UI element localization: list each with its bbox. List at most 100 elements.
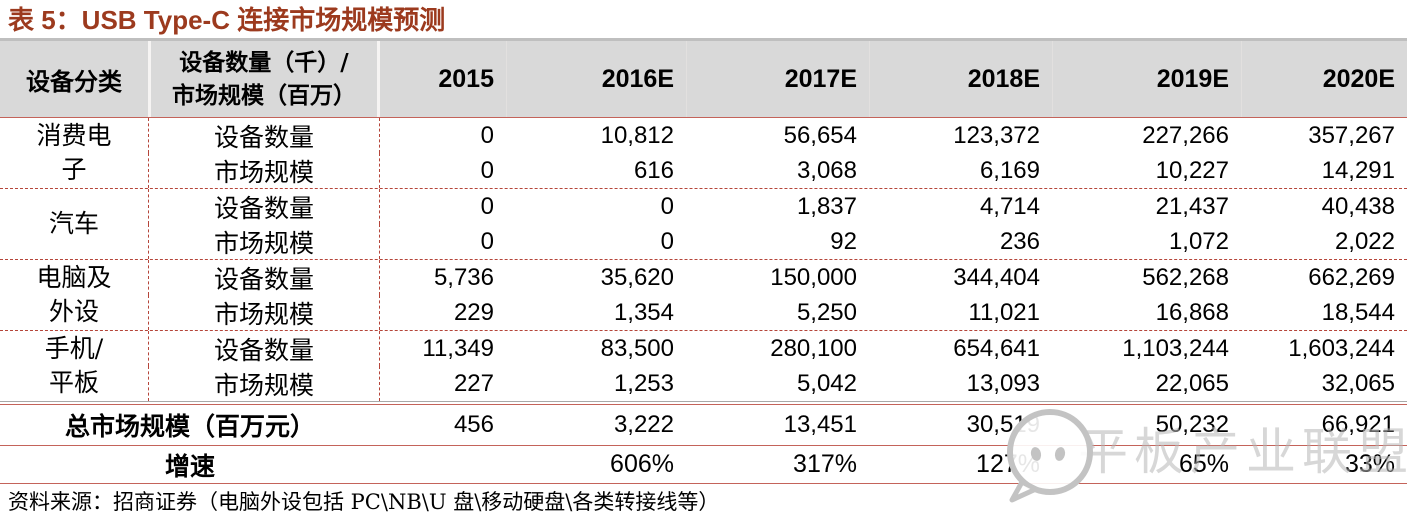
year-header-2016e: 2016E bbox=[506, 41, 686, 117]
table-bottom-rule bbox=[0, 483, 1407, 484]
metric-label: 设备数量 bbox=[148, 260, 380, 295]
group-divider bbox=[0, 259, 1407, 260]
growth-value-cell: 606% bbox=[610, 450, 674, 478]
value-cell: 344,404 bbox=[953, 264, 1040, 291]
value-cell: 0 bbox=[480, 193, 494, 220]
value-cell: 6,169 bbox=[979, 157, 1040, 184]
category-line: 手机/ bbox=[44, 334, 104, 363]
category-cell: 手机/ 平板 bbox=[0, 331, 148, 401]
total-value-cell: 30,519 bbox=[966, 411, 1040, 438]
value-cell: 227,266 bbox=[1142, 122, 1229, 149]
value-cell: 13,093 bbox=[966, 370, 1040, 397]
category-cell: 消费电 子 bbox=[0, 118, 148, 188]
value-cell: 280,100 bbox=[770, 335, 857, 362]
table-group-computers-peripherals: 电脑及 外设 设备数量 5,736 35,620 150,000 344,404… bbox=[0, 260, 1407, 330]
header-category-label: 设备分类 bbox=[26, 66, 122, 96]
metric-label: 设备数量 bbox=[148, 331, 380, 366]
total-row-label: 总市场规模（百万元） bbox=[64, 412, 315, 441]
growth-row-top-rule bbox=[0, 445, 1407, 446]
value-cell: 1,253 bbox=[613, 370, 674, 397]
header-metric-line2: 市场规模（百万） bbox=[172, 82, 356, 109]
value-cell: 662,269 bbox=[1308, 264, 1395, 291]
page-title: 表 5：USB Type-C 连接市场规模预测 bbox=[8, 5, 446, 35]
value-cell: 10,812 bbox=[600, 122, 674, 149]
growth-value-cell: 65% bbox=[1178, 450, 1229, 478]
value-cell: 1,072 bbox=[1168, 228, 1229, 255]
total-row: 总市场规模（百万元） 456 3,222 13,451 30,519 50,23… bbox=[0, 405, 1407, 445]
metric-label: 设备数量 bbox=[148, 189, 380, 224]
value-cell: 357,267 bbox=[1308, 122, 1395, 149]
growth-row: 增速 606% 317% 127% 65% 33% bbox=[0, 446, 1407, 483]
value-cell: 92 bbox=[830, 228, 857, 255]
category-line: 消费电 bbox=[36, 121, 112, 150]
metric-label: 市场规模 bbox=[148, 153, 380, 188]
year-header-2020e: 2020E bbox=[1241, 41, 1407, 117]
value-cell: 10,227 bbox=[1155, 157, 1229, 184]
total-value-cell: 456 bbox=[453, 411, 494, 438]
total-value-cell: 66,921 bbox=[1321, 411, 1395, 438]
growth-value-cell bbox=[380, 446, 506, 483]
value-cell: 16,868 bbox=[1155, 299, 1229, 326]
value-cell: 616 bbox=[633, 157, 674, 184]
total-value-cell: 3,222 bbox=[613, 411, 674, 438]
year-header-2015: 2015 bbox=[438, 65, 494, 93]
category-cell: 电脑及 外设 bbox=[0, 260, 148, 330]
year-header-2018e: 2018E bbox=[869, 41, 1052, 117]
value-cell: 5,042 bbox=[796, 370, 857, 397]
year-header-2017e: 2017E bbox=[686, 41, 869, 117]
year-header-2019e: 2019E bbox=[1052, 41, 1241, 117]
value-cell: 654,641 bbox=[953, 335, 1040, 362]
value-cell: 56,654 bbox=[783, 122, 857, 149]
value-cell: 150,000 bbox=[770, 264, 857, 291]
metric-label: 市场规模 bbox=[148, 366, 380, 401]
table-group-phones-tablets: 手机/ 平板 设备数量 11,349 83,500 280,100 654,64… bbox=[0, 331, 1407, 401]
value-cell: 0 bbox=[480, 228, 494, 255]
value-cell: 11,349 bbox=[422, 335, 494, 362]
growth-value-cell: 33% bbox=[1344, 450, 1395, 478]
growth-row-label: 增速 bbox=[164, 451, 215, 481]
category-line: 外设 bbox=[48, 297, 99, 326]
category-line: 子 bbox=[61, 155, 87, 184]
value-cell: 0 bbox=[660, 193, 674, 220]
value-cell: 236 bbox=[999, 228, 1040, 255]
total-value-cell: 50,232 bbox=[1155, 411, 1229, 438]
value-cell: 22,065 bbox=[1155, 370, 1229, 397]
category-cell: 汽车 bbox=[0, 189, 148, 259]
value-cell: 123,372 bbox=[953, 122, 1040, 149]
category-line: 汽车 bbox=[48, 209, 99, 238]
table-group-consumer-electronics: 消费电 子 设备数量 0 10,812 56,654 123,372 227,2… bbox=[0, 118, 1407, 188]
table-group-automotive: 汽车 设备数量 0 0 1,837 4,714 21,437 40,438 市场… bbox=[0, 189, 1407, 259]
total-row-top-rule bbox=[0, 401, 1407, 405]
metric-label: 市场规模 bbox=[148, 224, 380, 259]
value-cell: 14,291 bbox=[1321, 157, 1395, 184]
value-cell: 1,354 bbox=[613, 299, 674, 326]
value-cell: 562,268 bbox=[1142, 264, 1229, 291]
value-cell: 83,500 bbox=[600, 335, 674, 362]
value-cell: 40,438 bbox=[1321, 193, 1395, 220]
source-note: 资料来源：招商证券（电脑外设包括 PC\NB\U 盘\移动硬盘\各类转接线等） bbox=[8, 490, 720, 514]
group-divider bbox=[0, 188, 1407, 189]
value-cell: 3,068 bbox=[796, 157, 857, 184]
total-value-cell: 13,451 bbox=[783, 411, 857, 438]
value-cell: 1,603,244 bbox=[1288, 335, 1395, 362]
value-cell: 227 bbox=[453, 370, 494, 397]
value-cell: 0 bbox=[660, 228, 674, 255]
value-cell: 0 bbox=[480, 122, 494, 149]
header-metric-line1: 设备数量（千）/ bbox=[179, 49, 349, 76]
value-cell: 0 bbox=[480, 157, 494, 184]
value-cell: 32,065 bbox=[1321, 370, 1395, 397]
value-cell: 35,620 bbox=[600, 264, 674, 291]
value-cell: 21,437 bbox=[1155, 193, 1229, 220]
growth-value-cell: 127% bbox=[976, 450, 1040, 478]
value-cell: 1,103,244 bbox=[1122, 335, 1229, 362]
group-divider bbox=[0, 330, 1407, 331]
metric-label: 市场规模 bbox=[148, 295, 380, 330]
value-cell: 2,022 bbox=[1334, 228, 1395, 255]
header-metric-label: 设备数量（千）/ 市场规模（百万） bbox=[148, 41, 380, 117]
table-header-row: 设备分类 设备数量（千）/ 市场规模（百万） 2015 2016E 2017E … bbox=[0, 38, 1407, 118]
category-line: 电脑及 bbox=[36, 263, 112, 292]
category-line: 平板 bbox=[48, 368, 99, 397]
value-cell: 5,736 bbox=[433, 264, 494, 291]
value-cell: 4,714 bbox=[979, 193, 1040, 220]
value-cell: 18,544 bbox=[1321, 299, 1395, 326]
